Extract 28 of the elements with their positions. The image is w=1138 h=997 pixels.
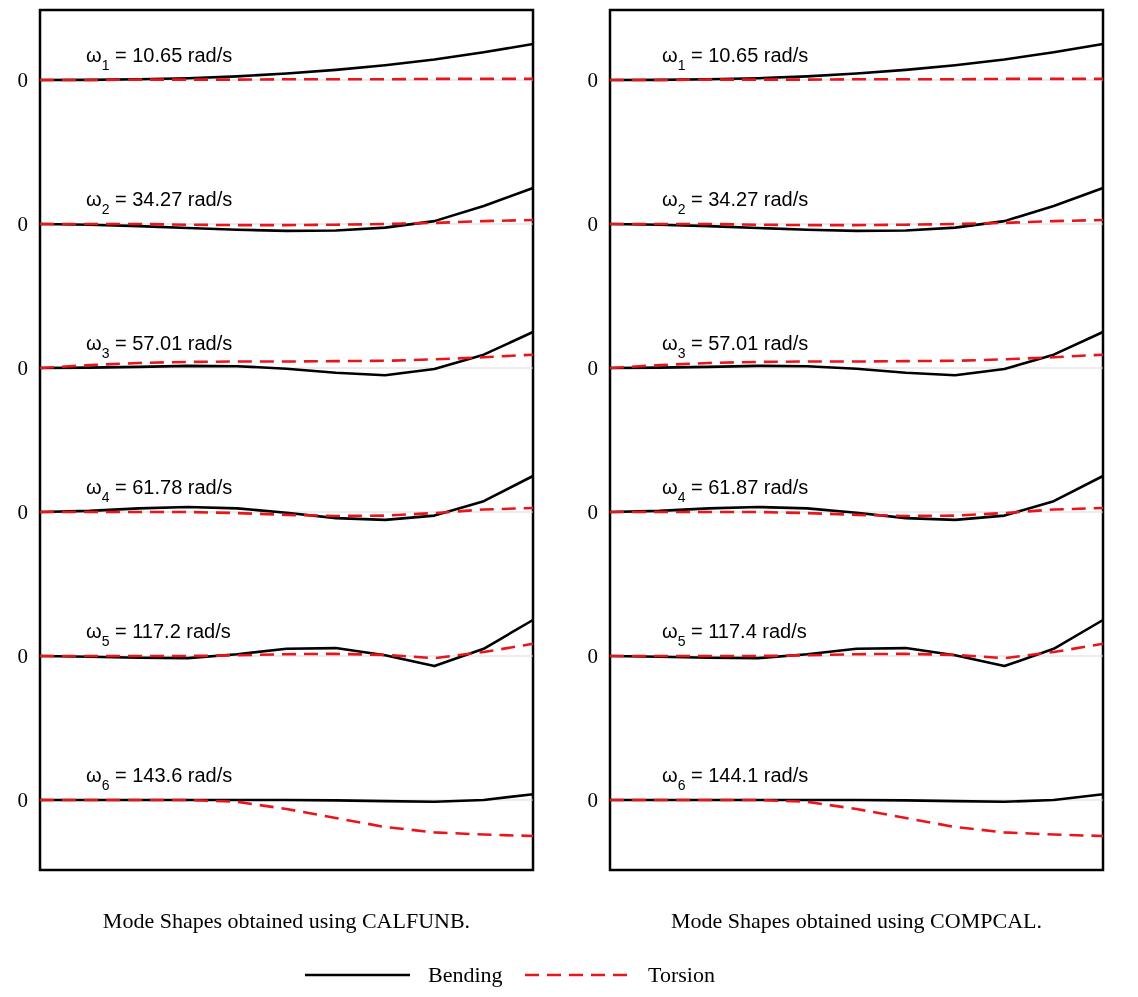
text: 0	[587, 212, 598, 236]
x-axis-title: Mode Shapes obtained using COMPCAL.	[671, 908, 1042, 933]
x-axis-title: Mode Shapes obtained using CALFUNB.	[102, 908, 471, 933]
text: 0	[587, 500, 598, 524]
text: 0	[17, 644, 28, 668]
text: 0	[587, 68, 598, 92]
chart-title: ω$_{4}$ = 61.87 rad/s	[662, 476, 809, 505]
text: 0	[17, 212, 28, 236]
chart-title: ω$_{2}$ = 34.27 rad/s	[86, 188, 233, 217]
text: 0	[587, 356, 598, 380]
chart-title: ω$_{4}$ = 61.78 rad/s	[86, 476, 233, 505]
text: 0	[17, 356, 28, 380]
chart-title: ω$_{5}$ = 117.2 rad/s	[86, 620, 231, 649]
chart-title: ω$_{2}$ = 34.27 rad/s	[662, 188, 809, 217]
text: 0	[587, 644, 598, 668]
legend-label: Torsion	[648, 962, 715, 987]
chart-title: ω$_{1}$ = 10.65 rad/s	[662, 44, 809, 73]
chart-title: ω$_{1}$ = 10.65 rad/s	[86, 44, 233, 73]
chart-title: ω$_{6}$ = 143.6 rad/s	[86, 764, 233, 793]
chart-title: ω$_{3}$ = 57.01 rad/s	[662, 332, 809, 361]
legend-label: Bending	[428, 962, 503, 987]
chart-title: ω$_{3}$ = 57.01 rad/s	[86, 332, 233, 361]
text: 0	[587, 788, 598, 812]
text: 0	[17, 500, 28, 524]
text: 0	[17, 788, 28, 812]
chart-title: ω$_{6}$ = 144.1 rad/s	[662, 764, 809, 793]
chart-title: ω$_{5}$ = 117.4 rad/s	[662, 620, 807, 649]
text: 0	[17, 68, 28, 92]
